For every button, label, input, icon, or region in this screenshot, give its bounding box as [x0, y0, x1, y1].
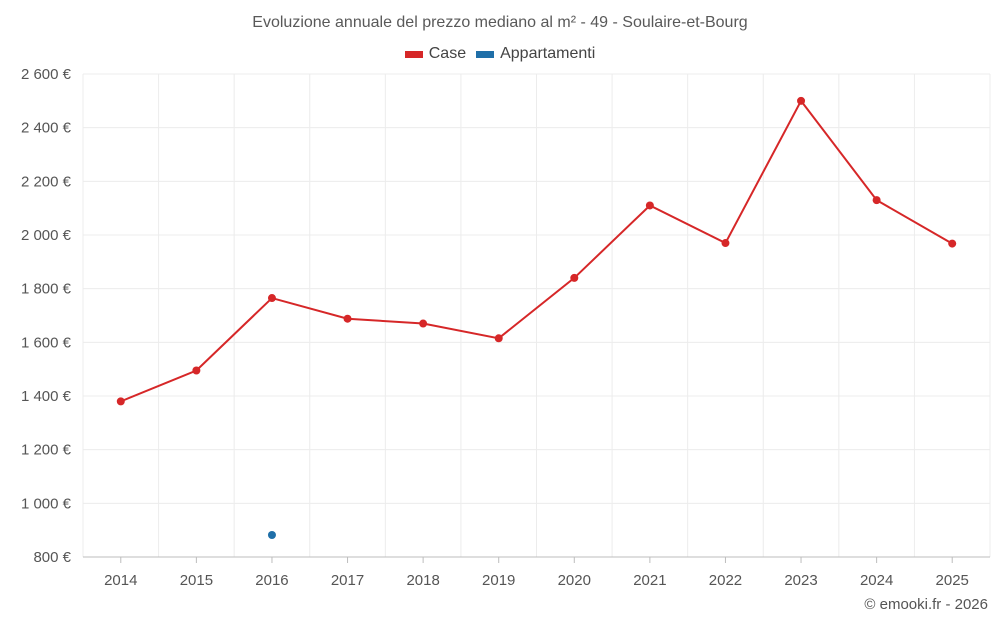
y-tick-label: 1 400 € [21, 388, 72, 405]
data-point-case [494, 334, 503, 343]
legend-label-case: Case [428, 45, 467, 62]
data-point-case [570, 273, 579, 282]
legend-item-case[interactable]: Case [404, 45, 467, 63]
data-point-case [116, 397, 125, 406]
x-tick-label: 2014 [104, 572, 137, 589]
data-point-case [419, 319, 428, 328]
data-point-case [948, 239, 957, 248]
y-tick-label: 2 400 € [21, 120, 72, 137]
chart-title: Evoluzione annuale del prezzo mediano al… [252, 14, 748, 31]
legend-label-appartamenti: Appartamenti [500, 45, 596, 62]
x-tick-label: 2019 [482, 572, 515, 589]
x-tick-label: 2023 [784, 572, 817, 589]
legend-swatch-case [404, 50, 423, 58]
data-point-case [267, 294, 276, 303]
y-tick-label: 2 000 € [21, 227, 72, 244]
data-point-case [797, 96, 806, 105]
y-tick-label: 2 200 € [21, 173, 72, 190]
x-tick-label: 2021 [633, 572, 666, 589]
data-point-case [872, 196, 881, 205]
data-point-case [343, 314, 352, 323]
series-line-case [120, 98, 953, 403]
data-point-case [721, 239, 730, 248]
x-tick-label: 2016 [255, 572, 288, 589]
x-tick-label: 2018 [406, 572, 439, 589]
legend-item-appartamenti[interactable]: Appartamenti [476, 45, 595, 63]
x-tick-label: 2017 [331, 572, 364, 589]
x-tick-label: 2020 [558, 572, 591, 589]
y-tick-label: 2 600 € [21, 66, 72, 83]
y-tick-label: 1 800 € [21, 281, 72, 298]
data-point-case [192, 366, 201, 375]
data-point-case [645, 201, 654, 210]
x-tick-label: 2015 [180, 572, 213, 589]
credit-text: © emooki.fr - 2026 [864, 596, 988, 613]
y-tick-label: 800 € [33, 549, 71, 566]
y-tick-label: 1 000 € [21, 495, 72, 512]
y-tick-label: 1 200 € [21, 442, 72, 459]
data-point-appartamenti [267, 530, 276, 539]
x-tick-label: 2024 [860, 572, 893, 589]
y-tick-label: 1 600 € [21, 334, 72, 351]
legend-swatch-appartamenti [476, 50, 495, 58]
x-tick-label: 2022 [709, 572, 742, 589]
chart-legend: Case Appartamenti [0, 45, 1000, 63]
x-tick-label: 2025 [936, 572, 969, 589]
